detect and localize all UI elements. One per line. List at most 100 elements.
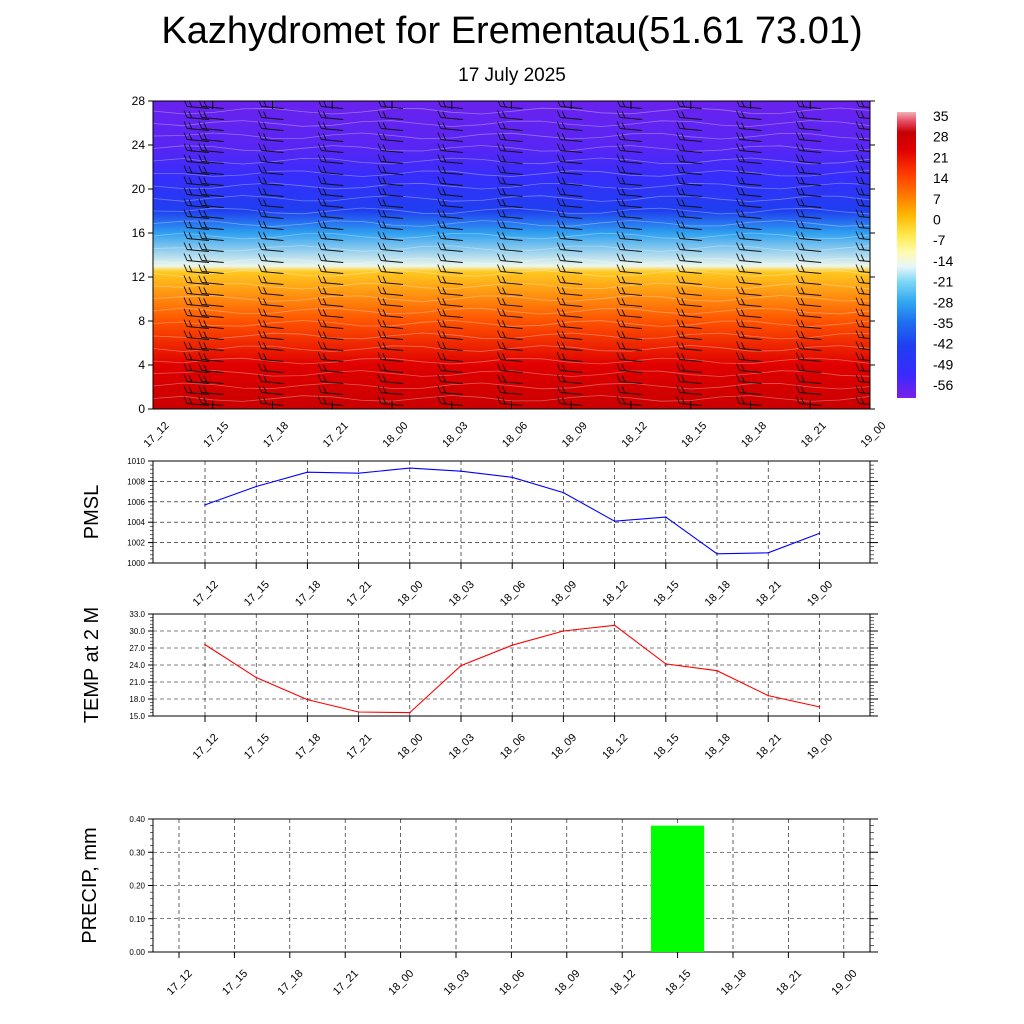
wind-barb-feather [377, 121, 382, 129]
wind-barb-feather [188, 287, 193, 295]
wind-barb [321, 348, 344, 351]
x-tick-label: 18_03 [442, 968, 472, 998]
wind-barb-feather [800, 177, 805, 185]
wind-barb-feather [676, 143, 681, 151]
wind-barb [261, 117, 284, 120]
x-tick-label: 19_00 [805, 732, 835, 762]
wind-barb-feather [556, 198, 561, 206]
wind-barb [440, 117, 463, 120]
wind-barb-feather [442, 177, 447, 185]
wind-barb-feather [377, 110, 382, 118]
wind-barb-feather [616, 209, 621, 217]
wind-barb-feather [502, 342, 506, 350]
wind-barb-feather [198, 330, 203, 338]
wind-barb-feather [621, 364, 626, 372]
wind-barb-feather [736, 264, 740, 272]
wind-barb [380, 260, 404, 263]
wind-barb-feather [557, 101, 561, 107]
wind-barb-feather [203, 298, 208, 306]
wind-barb-feather [741, 331, 745, 339]
wind-barb [186, 139, 210, 142]
wind-barb [679, 183, 702, 186]
wind-barb [186, 271, 210, 274]
data-point [613, 624, 616, 627]
wind-barb-feather [855, 341, 860, 349]
wind-barb-feather [188, 155, 193, 163]
wind-barb-feather [377, 308, 382, 316]
contour-line [153, 345, 870, 352]
wind-barb-feather [497, 385, 501, 393]
wind-barb-feather [736, 341, 740, 349]
wind-barb [619, 271, 643, 274]
wind-barb-feather [800, 199, 805, 207]
wind-barb-feather [860, 133, 865, 141]
wind-barb-feather [258, 209, 262, 217]
wind-barb-feather [676, 264, 681, 272]
wind-barb-feather [198, 143, 203, 151]
y-tick-label: 27.0 [129, 644, 145, 653]
wind-barb-feather [497, 143, 501, 151]
wind-barb [261, 194, 284, 197]
wind-barb-feather [497, 165, 501, 173]
wind-barb-feather [860, 309, 865, 317]
wind-barb [500, 205, 523, 208]
wind-barb-feather [442, 397, 447, 405]
wind-barb-feather [382, 199, 387, 207]
wind-barb-feather [188, 254, 193, 262]
wind-barb-feather [198, 209, 203, 217]
wind-barb [619, 238, 643, 241]
wind-barb-feather [616, 297, 621, 305]
wind-barb [380, 337, 404, 340]
wind-barb-feather [616, 176, 621, 184]
wind-barb [619, 216, 643, 219]
wind-barb-feather [203, 375, 208, 383]
wind-barb-feather [377, 363, 382, 371]
wind-barb-feather [317, 374, 322, 382]
wind-barb-feather [497, 352, 501, 360]
wind-barb [739, 282, 762, 285]
wind-barb-feather [681, 221, 686, 229]
x-tick-label: 18_03 [447, 579, 477, 609]
wind-barb [560, 260, 583, 263]
wind-barb [186, 216, 210, 219]
wind-barb [380, 172, 404, 175]
wind-barb-feather [263, 144, 267, 152]
wind-barb-feather [561, 243, 566, 251]
wind-barb-feather [561, 298, 566, 306]
wind-barb-feather [437, 286, 442, 294]
wind-barb-feather [322, 375, 327, 383]
wind-barb-feather [442, 144, 447, 152]
x-tick-label: 18_12 [600, 579, 630, 609]
wind-barb-feather [322, 320, 327, 328]
wind-barb [679, 172, 702, 175]
wind-barb [799, 139, 822, 142]
x-tick-label: 18_06 [498, 732, 528, 762]
wind-barb [679, 293, 702, 296]
wind-barb [560, 370, 583, 373]
wind-barb [619, 359, 643, 362]
wind-barb [858, 106, 870, 108]
wind-barb-feather [621, 199, 626, 207]
wind-barb [321, 139, 344, 142]
wind-barb-feather [188, 133, 193, 141]
wind-barb [500, 183, 523, 186]
wind-barb-feather [263, 331, 267, 339]
wind-barb-feather [188, 298, 193, 306]
wind-barb-feather [203, 210, 208, 218]
wind-barb-feather [502, 111, 506, 119]
bar [651, 825, 705, 952]
wind-barb [440, 315, 463, 318]
wind-barb-feather [258, 363, 262, 371]
wind-barb [321, 370, 344, 373]
wind-barb-feather [188, 386, 193, 394]
wind-barb [321, 172, 344, 175]
wind-barb-feather [183, 242, 188, 250]
wind-barb-feather [317, 286, 322, 294]
wind-barb-feather [442, 298, 447, 306]
wind-barb [739, 392, 762, 395]
wind-barb-feather [377, 341, 382, 349]
y-tick-label: 8 [138, 314, 145, 328]
wind-barb-feather [258, 143, 262, 151]
wind-barb-feather [676, 330, 681, 338]
wind-barb-feather [855, 187, 860, 195]
